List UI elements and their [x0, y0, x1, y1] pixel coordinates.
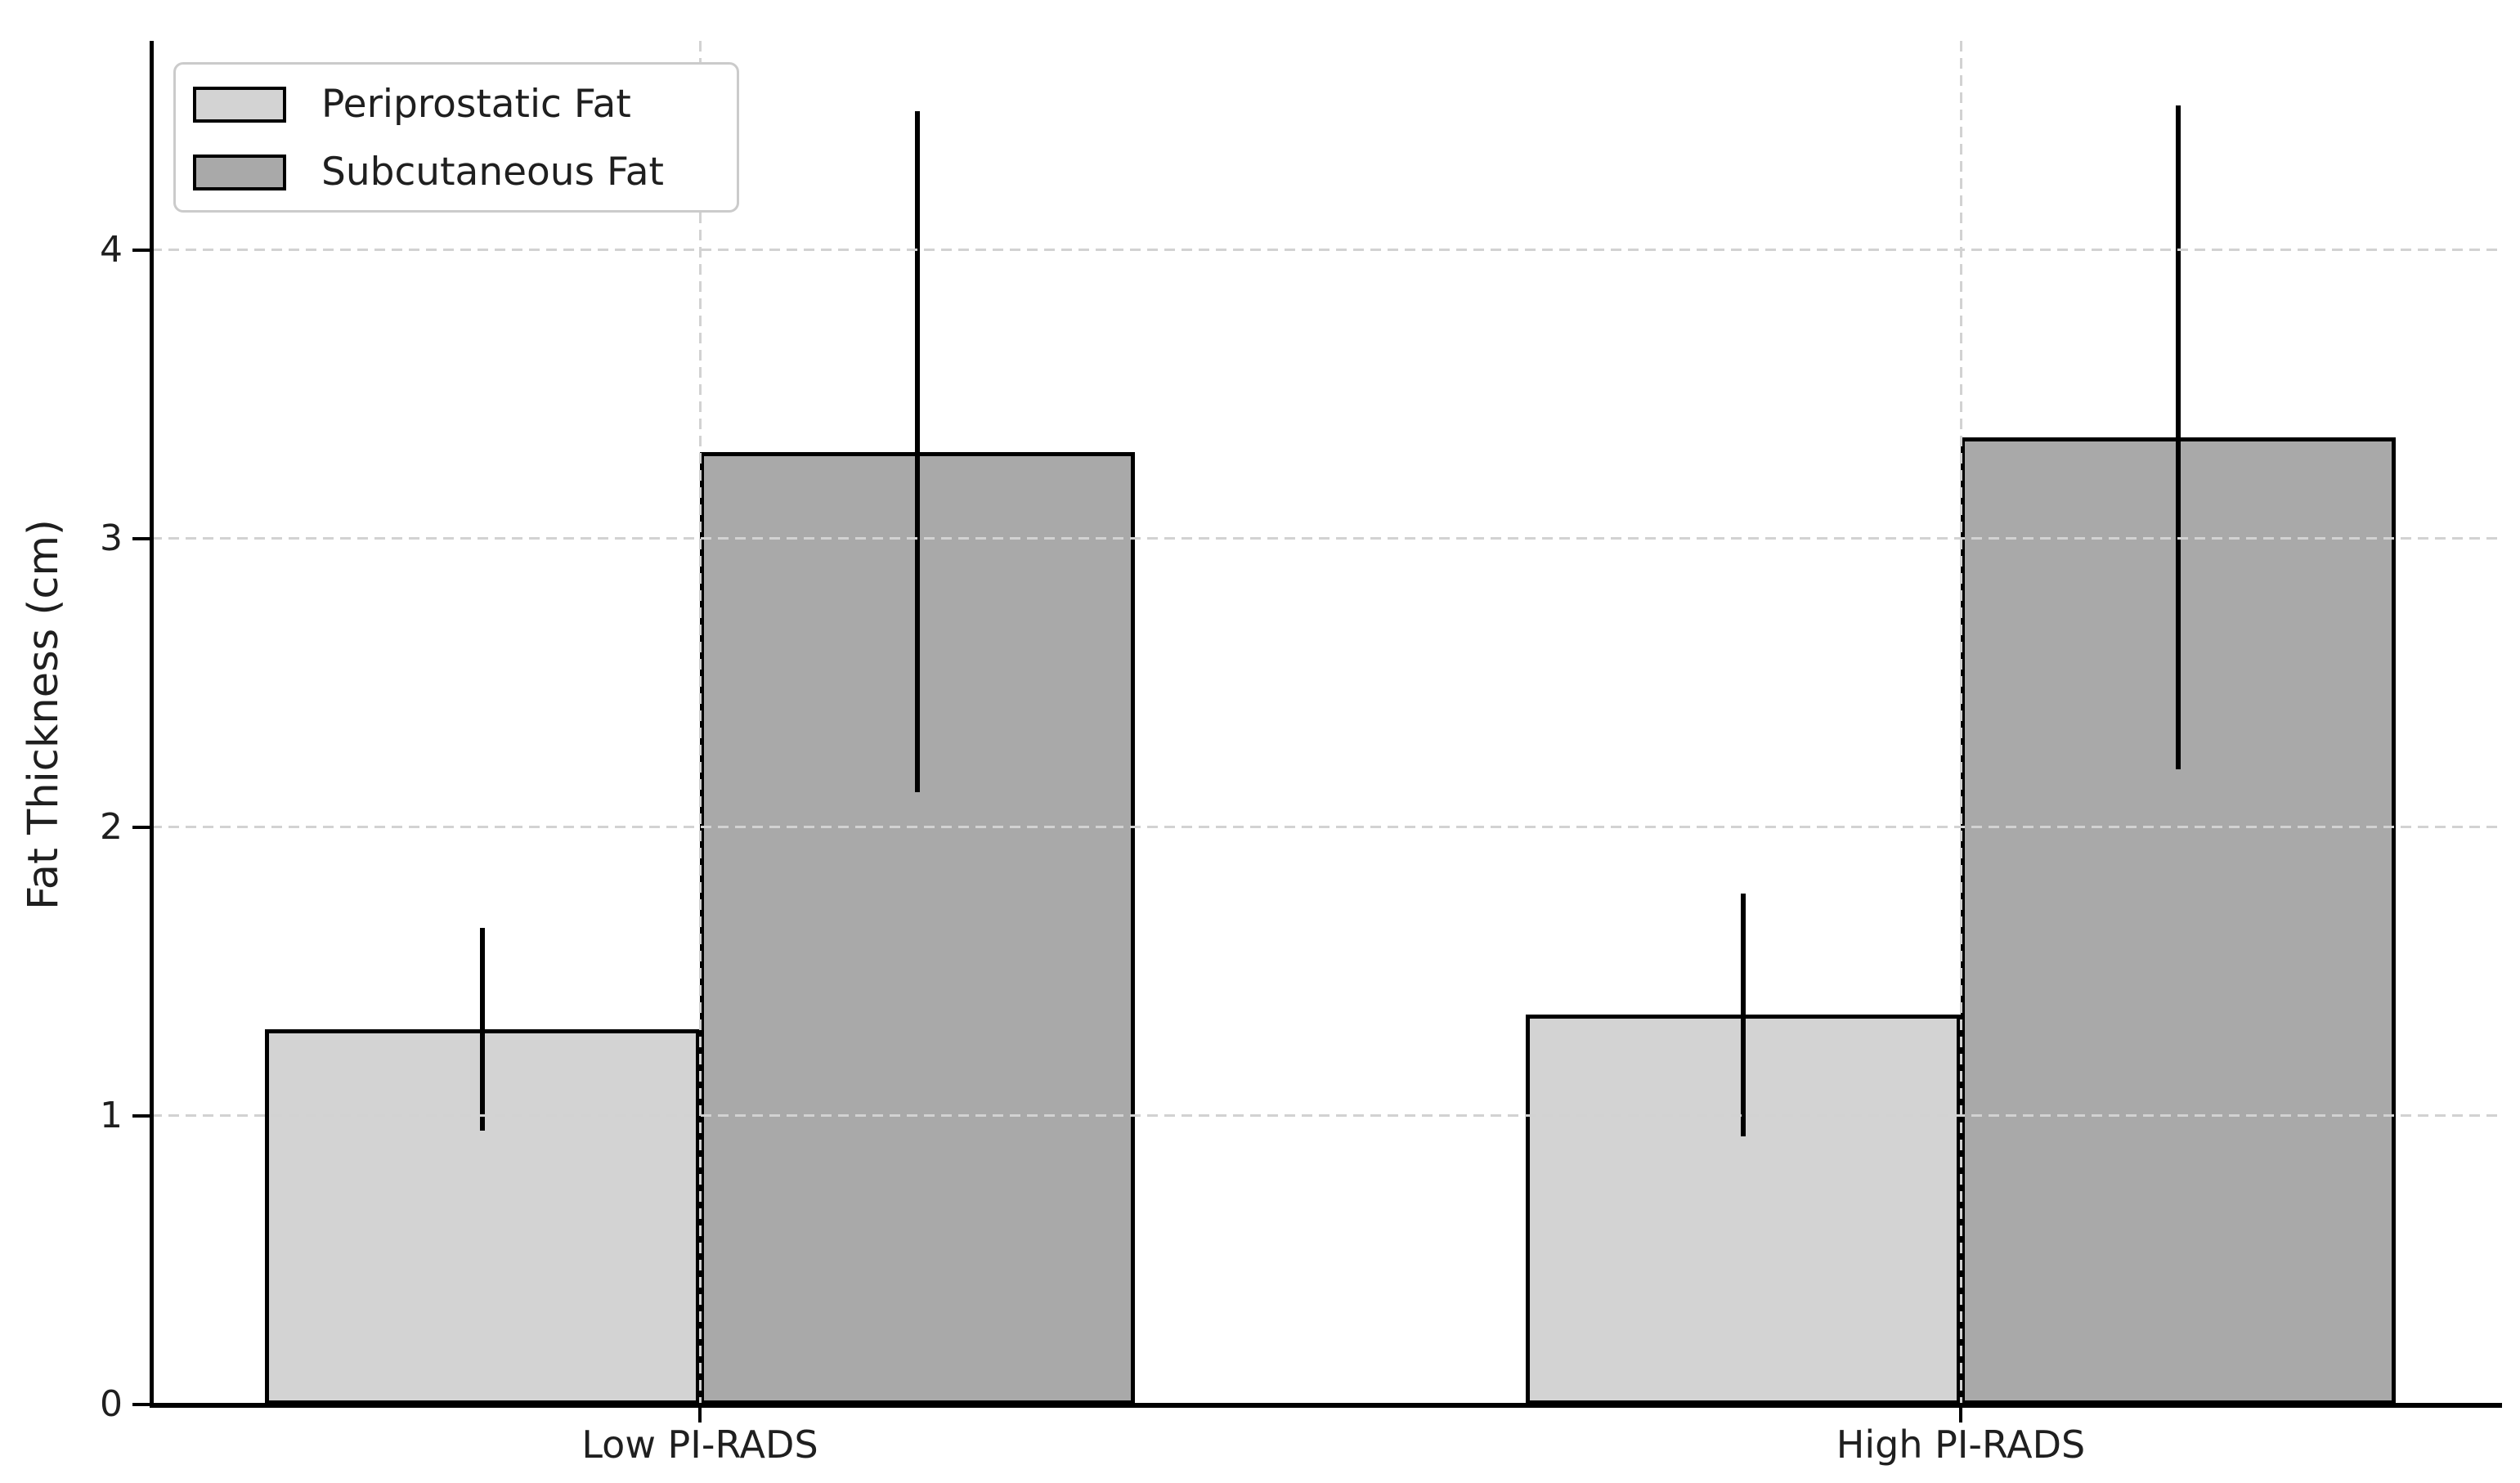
y-tick-label-3: 3 [100, 517, 123, 559]
legend-entry-subcutaneous-fat: Subcutaneous Fat [193, 150, 737, 195]
y-gridline-4 [151, 249, 2502, 252]
legend-swatch-periprostatic-fat [193, 87, 286, 123]
y-tick-label-1: 1 [100, 1094, 123, 1136]
x-tick-label-high-pi-rads: High PI-RADS [1836, 1423, 2086, 1467]
y-tick-label-0: 0 [100, 1383, 123, 1425]
error-bar-high-pi-rads-subcutaneous-fat [2176, 105, 2181, 770]
plot-area: 0 1 2 3 4 Low PI-RADS High PI-RADS [100, 41, 2502, 1467]
y-gridline-3 [151, 537, 2502, 540]
legend-label-subcutaneous-fat: Subcutaneous Fat [321, 150, 664, 195]
x-tick-high-pi-rads [1959, 1408, 1962, 1423]
y-tick-2 [132, 825, 150, 829]
legend-swatch-subcutaneous-fat [193, 155, 286, 190]
x-gridline-low-pi-rads [698, 41, 702, 1405]
y-axis-label: Fat Thickness (cm) [20, 519, 68, 910]
y-axis-spine [150, 41, 154, 1407]
error-bar-high-pi-rads-periprostatic-fat [1741, 894, 1746, 1136]
y-tick-label-4: 4 [100, 228, 123, 271]
y-tick-label-2: 2 [100, 805, 123, 848]
x-gridline-high-pi-rads [1959, 41, 1962, 1405]
y-gridline-1 [151, 1114, 2502, 1118]
x-tick-low-pi-rads [698, 1408, 702, 1423]
y-gridline-2 [151, 826, 2502, 829]
legend-label-periprostatic-fat: Periprostatic Fat [321, 82, 631, 127]
legend-entry-periprostatic-fat: Periprostatic Fat [193, 82, 737, 127]
error-bar-low-pi-rads-subcutaneous-fat [915, 111, 920, 793]
error-bar-low-pi-rads-periprostatic-fat [480, 928, 485, 1131]
y-tick-0 [132, 1403, 150, 1406]
y-tick-3 [132, 536, 150, 540]
y-tick-1 [132, 1113, 150, 1118]
x-axis-spine [150, 1403, 2502, 1408]
x-tick-label-low-pi-rads: Low PI-RADS [581, 1423, 818, 1467]
legend: Periprostatic Fat Subcutaneous Fat [173, 62, 739, 213]
y-tick-4 [132, 248, 150, 252]
